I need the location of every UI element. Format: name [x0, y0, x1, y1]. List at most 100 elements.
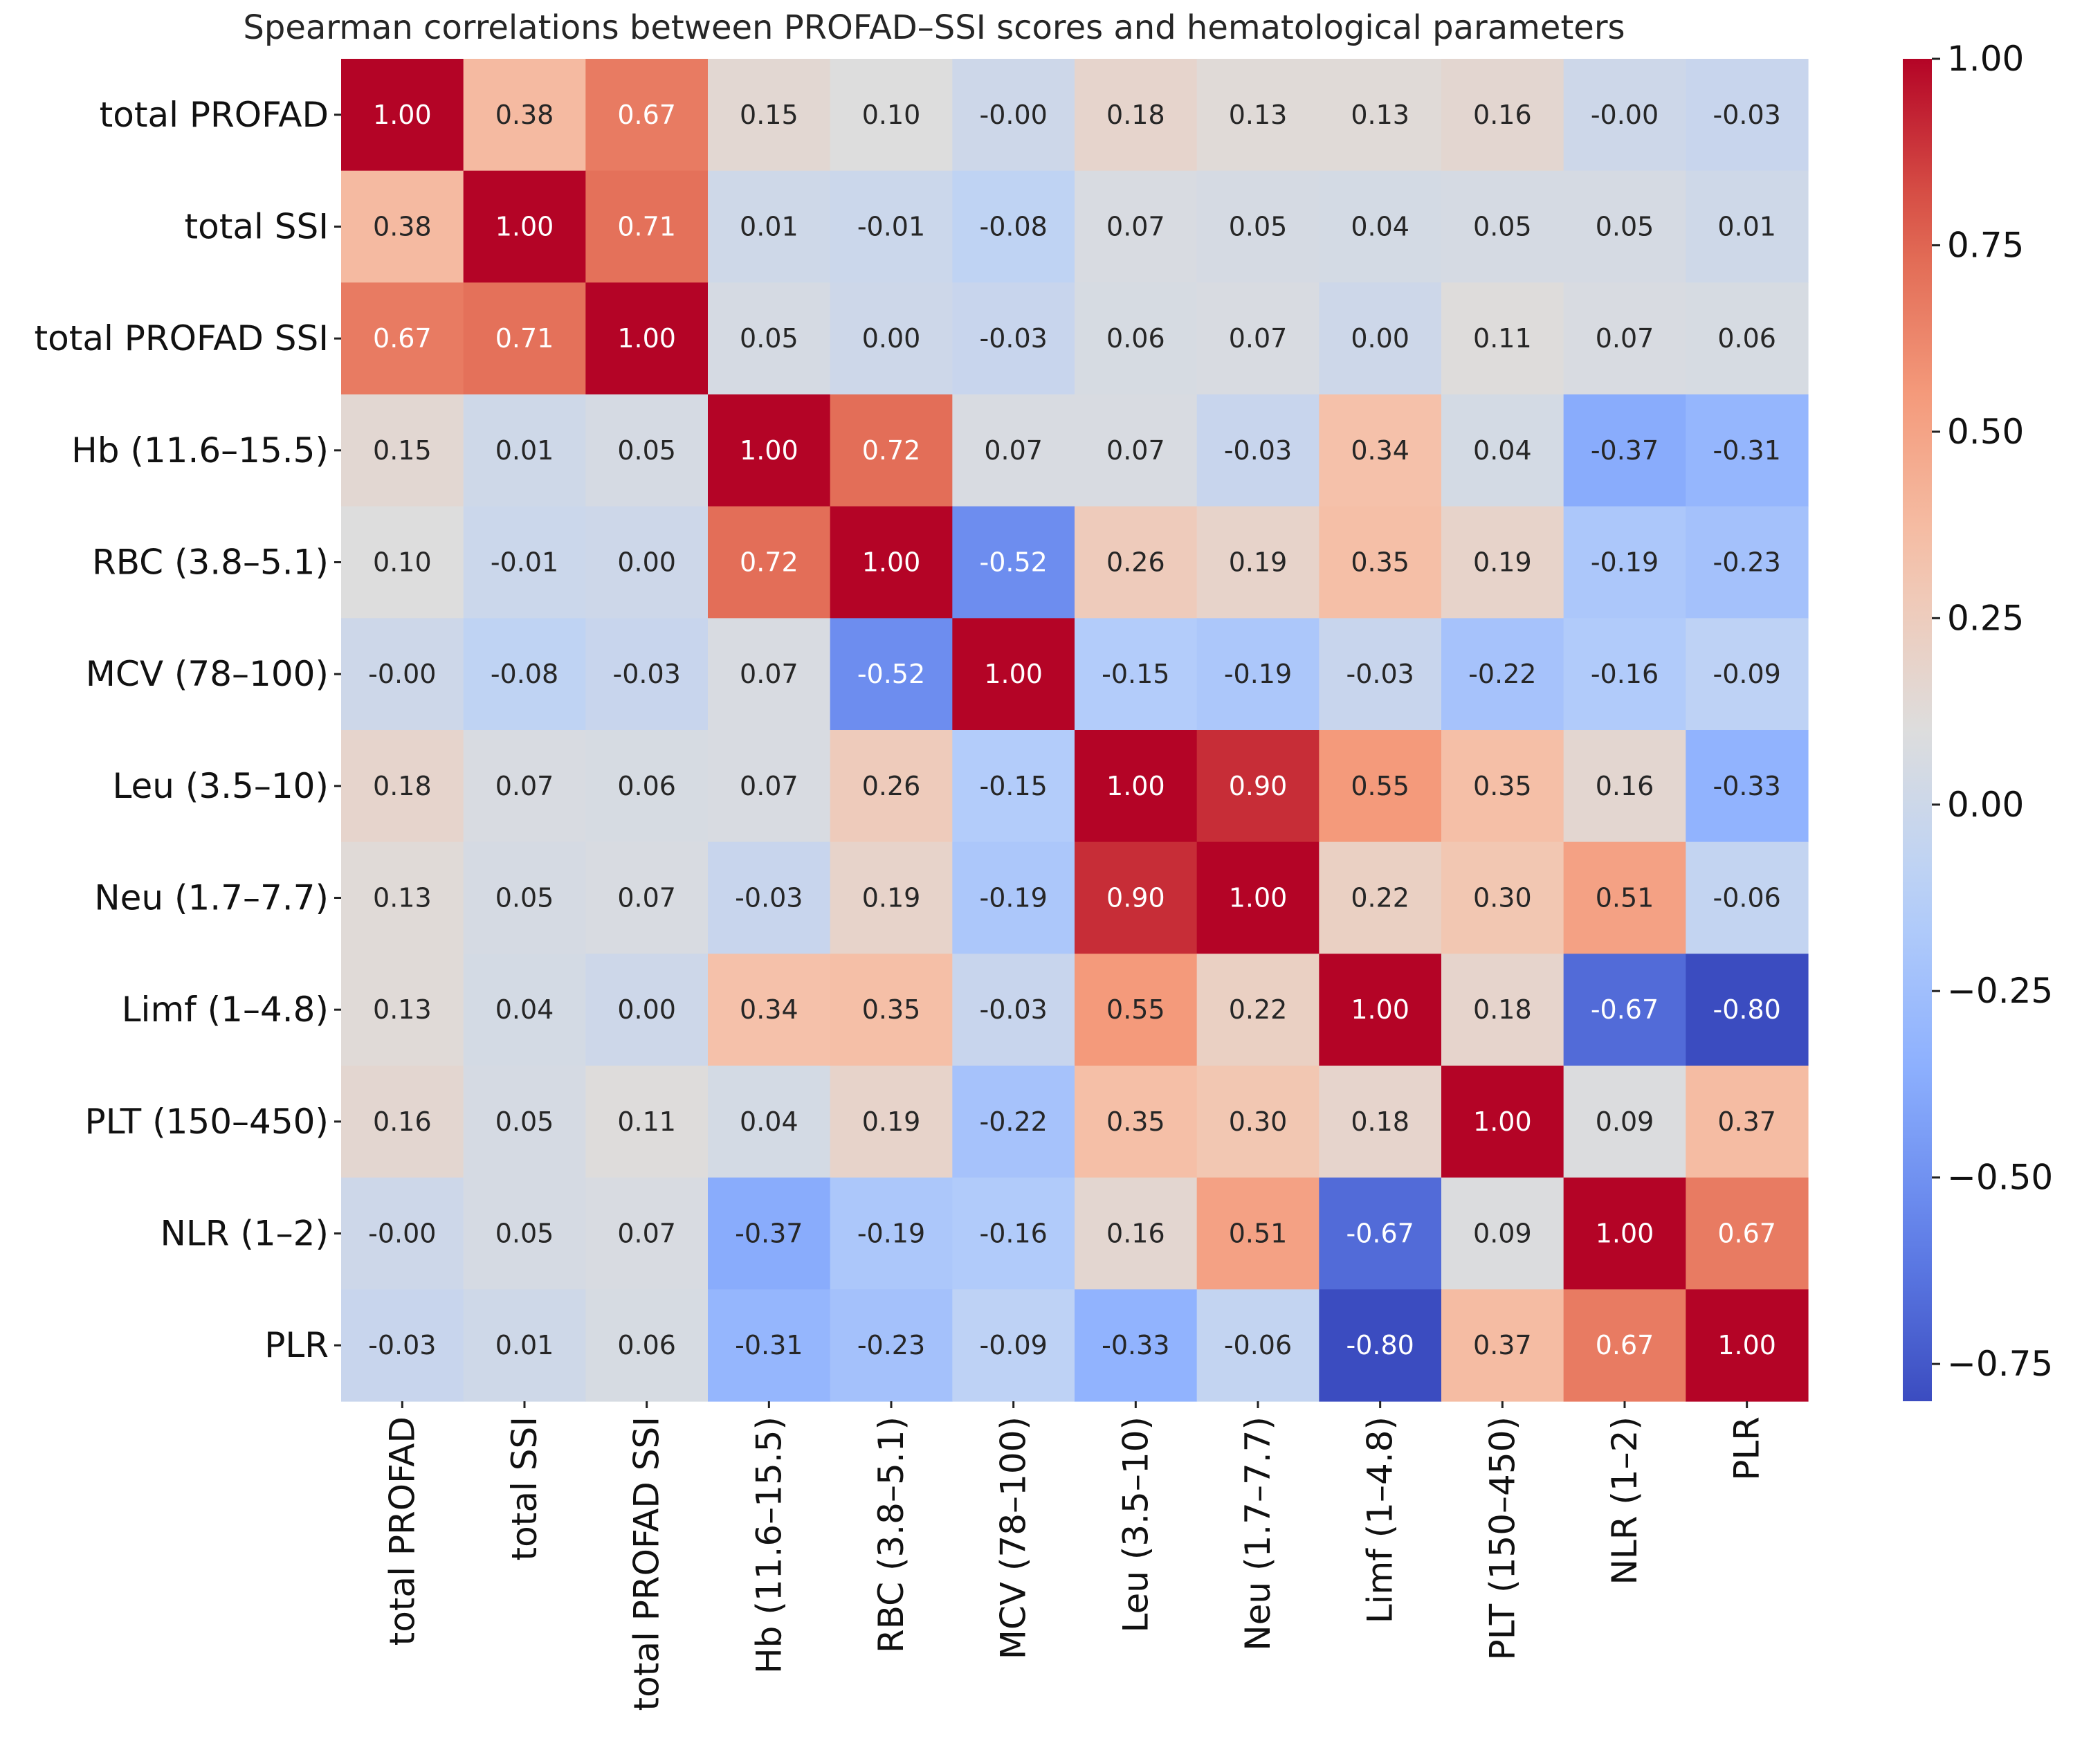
cell-label-10-7: 0.51: [1229, 1219, 1288, 1249]
row-label-plr: PLR: [264, 1325, 329, 1365]
cell-label-9-10: 0.09: [1596, 1106, 1654, 1137]
cell-label-1-6: 0.07: [1106, 212, 1165, 242]
cell-label-7-9: 0.30: [1473, 883, 1532, 913]
cell-5-5: [952, 618, 1075, 731]
cell-label-1-2: 0.71: [617, 212, 676, 242]
cell-label-4-0: 0.10: [373, 547, 432, 578]
cell-label-6-8: 0.55: [1351, 771, 1409, 801]
cell-2-3: [708, 282, 831, 395]
cell-label-0-10: -0.00: [1591, 100, 1659, 130]
cell-label-6-7: 0.90: [1229, 771, 1288, 801]
cell-10-6: [1075, 1177, 1198, 1290]
cell-0-2: [585, 59, 709, 172]
cell-7-6: [1075, 841, 1198, 954]
colorbar-tick-label-5: −0.25: [1947, 971, 2053, 1011]
cell-0-5: [952, 59, 1075, 172]
cell-label-3-5: 0.07: [984, 435, 1043, 466]
cell-label-2-4: 0.00: [862, 323, 921, 354]
cell-label-7-5: -0.19: [980, 883, 1048, 913]
cell-0-4: [830, 59, 953, 172]
col-label-total-profad: total PROFAD: [382, 1416, 422, 1646]
cell-3-11: [1686, 394, 1809, 507]
colorbar-tick-label-7: −0.75: [1947, 1344, 2053, 1384]
cell-10-8: [1319, 1177, 1442, 1290]
cell-label-10-1: 0.05: [495, 1219, 554, 1249]
cell-label-3-11: -0.31: [1713, 435, 1781, 466]
cell-6-5: [952, 730, 1075, 843]
cell-label-0-8: 0.13: [1351, 100, 1409, 130]
cell-1-11: [1686, 170, 1809, 283]
cell-label-1-9: 0.05: [1473, 212, 1532, 242]
cell-label-10-6: 0.16: [1106, 1219, 1165, 1249]
colorbar: 1.00 0.75 0.50 0.25 0.00 −0.25 −0.50 −0.75: [1903, 39, 2053, 1401]
cell-label-11-10: 0.67: [1596, 1330, 1654, 1360]
cell-11-4: [830, 1289, 953, 1402]
cell-label-11-11: 1.00: [1717, 1330, 1776, 1360]
cell-label-7-3: -0.03: [735, 883, 803, 913]
cell-label-2-11: 0.06: [1717, 323, 1776, 354]
cell-label-3-1: 0.01: [495, 435, 554, 466]
cell-3-5: [952, 394, 1075, 507]
cell-5-6: [1075, 618, 1198, 731]
cell-8-5: [952, 954, 1075, 1066]
cell-2-7: [1196, 282, 1320, 395]
colorbar-tick-label-4: 0.00: [1947, 785, 2024, 825]
cell-label-6-4: 0.26: [862, 771, 921, 801]
cell-10-2: [585, 1177, 709, 1290]
cell-label-5-6: -0.15: [1102, 659, 1169, 689]
cell-0-10: [1563, 59, 1686, 172]
cell-label-10-5: -0.16: [980, 1219, 1048, 1249]
cell-label-4-3: 0.72: [740, 547, 798, 578]
cell-label-9-1: 0.05: [495, 1106, 554, 1137]
cell-4-5: [952, 506, 1075, 619]
cell-label-9-11: 0.37: [1717, 1106, 1776, 1137]
col-label-total-ssi: total SSI: [504, 1416, 545, 1560]
cell-0-7: [1196, 59, 1320, 172]
col-label-leu-3-5-10: Leu (3.5–10): [1115, 1416, 1156, 1632]
cell-4-10: [1563, 506, 1686, 619]
cell-5-2: [585, 618, 709, 731]
cell-8-10: [1563, 954, 1686, 1066]
cell-11-3: [708, 1289, 831, 1402]
cell-label-6-3: 0.07: [740, 771, 798, 801]
heatmap-cells: [341, 59, 1809, 1402]
cell-10-1: [463, 1177, 586, 1290]
cell-3-6: [1075, 394, 1198, 507]
col-label-limf-1-4-8: Limf (1–4.8): [1360, 1416, 1400, 1623]
cell-label-6-10: 0.16: [1596, 771, 1654, 801]
cell-4-7: [1196, 506, 1320, 619]
cell-9-2: [585, 1066, 709, 1178]
cell-8-1: [463, 954, 586, 1066]
cell-label-3-3: 1.00: [740, 435, 798, 466]
cell-label-7-10: 0.51: [1596, 883, 1654, 913]
colorbar-tick-label-0: 1.00: [1947, 39, 2024, 79]
cell-4-4: [830, 506, 953, 619]
cell-0-9: [1441, 59, 1564, 172]
cell-label-6-9: 0.35: [1473, 771, 1532, 801]
cell-label-6-1: 0.07: [495, 771, 554, 801]
cell-label-5-0: -0.00: [368, 659, 436, 689]
cell-label-7-4: 0.19: [862, 883, 921, 913]
row-label-mcv-78-100: MCV (78–100): [86, 654, 329, 694]
cell-4-8: [1319, 506, 1442, 619]
column-labels: total PROFAD total SSI total PROFAD SSI Hb …: [382, 1401, 1767, 1711]
cell-8-6: [1075, 954, 1198, 1066]
cell-3-1: [463, 394, 586, 507]
col-label-total-profad-ssi: total PROFAD SSI: [627, 1416, 667, 1711]
cell-label-1-5: -0.08: [980, 212, 1048, 242]
heatmap-cell-labels: 1.00 0.38 0.67 0.15 0.10 -0.00 0.18 0.13 0.13 0.1…: [368, 100, 1781, 1360]
col-label-hb-11-6-15-5: Hb (11.6–15.5): [749, 1416, 789, 1674]
cell-3-10: [1563, 394, 1686, 507]
row-label-limf-1-4-8: Limf (1–4.8): [122, 990, 329, 1030]
cell-2-2: [585, 282, 709, 395]
cell-1-4: [830, 170, 953, 283]
cell-label-3-8: 0.34: [1351, 435, 1409, 466]
cell-label-9-9: 1.00: [1473, 1106, 1532, 1137]
cell-7-7: [1196, 841, 1320, 954]
cell-label-2-9: 0.11: [1473, 323, 1532, 354]
cell-label-1-4: -0.01: [857, 212, 925, 242]
cell-7-3: [708, 841, 831, 954]
cell-label-9-7: 0.30: [1229, 1106, 1288, 1137]
cell-label-11-3: -0.31: [735, 1330, 803, 1360]
cell-3-3: [708, 394, 831, 507]
